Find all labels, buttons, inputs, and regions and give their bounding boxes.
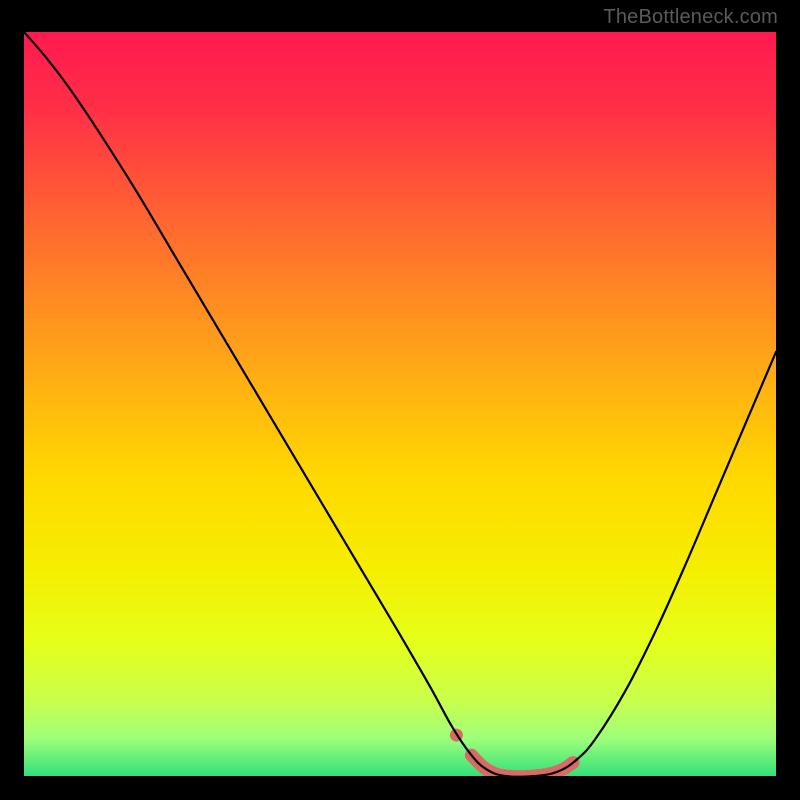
chart-background xyxy=(24,32,776,776)
bottleneck-chart xyxy=(24,32,776,776)
watermark-label: TheBottleneck.com xyxy=(603,6,778,29)
chart-container xyxy=(24,32,776,776)
